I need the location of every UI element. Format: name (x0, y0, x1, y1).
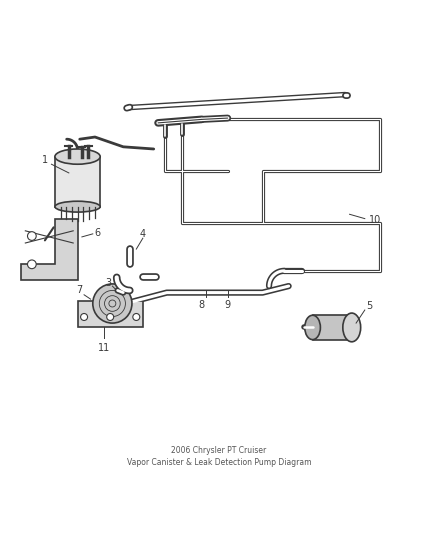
Text: 1: 1 (42, 155, 48, 165)
Circle shape (93, 284, 132, 323)
Ellipse shape (55, 149, 100, 164)
Text: 9: 9 (225, 301, 231, 310)
Text: 2006 Chrysler PT Cruiser
Vapor Canister & Leak Detection Pump Diagram: 2006 Chrysler PT Cruiser Vapor Canister … (127, 446, 311, 467)
Polygon shape (313, 315, 352, 340)
Text: 6: 6 (94, 228, 100, 238)
Text: 5: 5 (366, 301, 372, 311)
Polygon shape (55, 157, 100, 207)
Polygon shape (78, 301, 143, 327)
Circle shape (28, 260, 36, 269)
Circle shape (133, 313, 140, 320)
Text: 10: 10 (369, 215, 381, 225)
Text: 4: 4 (140, 229, 146, 239)
Circle shape (81, 313, 88, 320)
Text: 11: 11 (98, 343, 110, 353)
Ellipse shape (343, 313, 360, 342)
Text: 8: 8 (198, 301, 205, 310)
Text: 7: 7 (77, 286, 83, 295)
Circle shape (107, 313, 114, 320)
Circle shape (28, 232, 36, 240)
Polygon shape (21, 219, 78, 279)
Text: 3: 3 (105, 278, 111, 288)
Ellipse shape (305, 315, 321, 340)
Ellipse shape (55, 201, 100, 212)
